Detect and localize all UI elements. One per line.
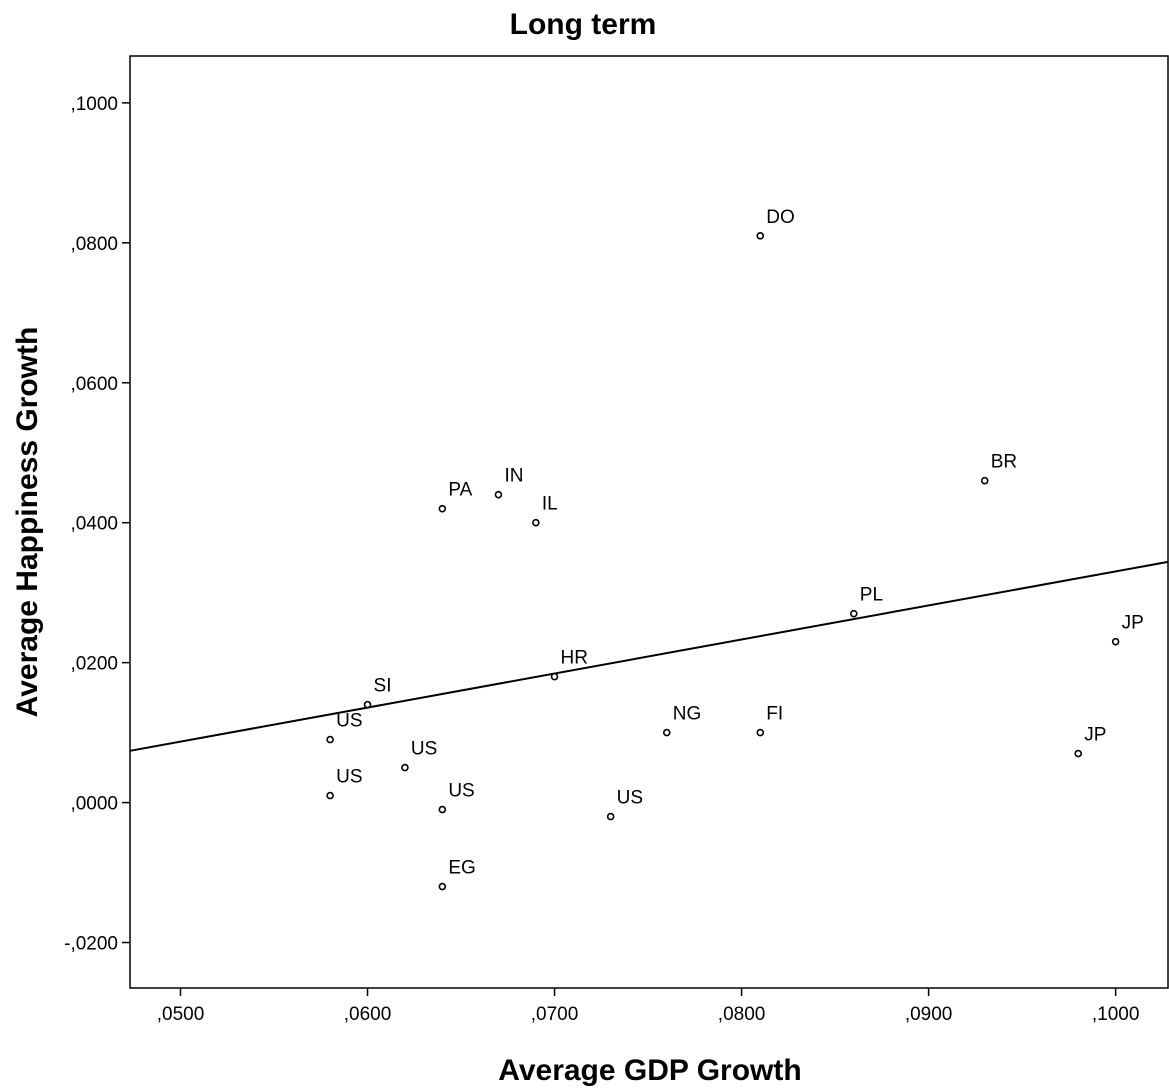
data-point [326,735,334,744]
data-point-label: EG [448,858,475,879]
data-point-label: IL [542,494,558,515]
x-tick-label: ,0800 [718,1004,766,1025]
y-tick-label: ,0000 [70,794,118,815]
data-point-label: SI [374,676,392,697]
data-point [756,728,765,737]
data-point-label: PL [860,585,883,606]
x-axis-label: Average GDP Growth [498,1054,801,1087]
data-point [980,476,989,485]
y-axis-label: Average Happiness Growth [11,327,44,718]
data-point [756,232,765,240]
data-point [550,672,559,681]
data-point [401,763,409,772]
x-tick-label: ,0500 [157,1004,205,1025]
data-point [494,490,503,499]
y-tick-label: ,0200 [70,654,118,675]
data-point [363,700,372,709]
data-point [438,805,447,814]
data-point [532,518,540,527]
data-point [662,728,671,737]
x-tick-label: ,0700 [531,1004,579,1025]
data-point-label: US [336,711,362,732]
data-point [606,812,615,821]
plot-frame [129,55,1169,989]
y-tick-label: ,0600 [70,374,118,395]
y-tick-label: ,0800 [70,234,118,255]
data-point-label: US [617,788,643,809]
data-point [326,791,334,800]
data-point-label: US [411,739,437,760]
data-point-label: JP [1084,725,1106,746]
x-tick-label: ,1000 [1092,1004,1140,1025]
data-point-label: US [336,767,362,788]
data-point [438,882,447,891]
y-tick-label: -,0200 [64,934,118,955]
data-point-label: NG [673,704,702,725]
regression-line [129,560,1169,752]
data-point-label: DO [766,207,795,228]
y-tick-label: ,1000 [70,94,118,115]
chart-title: Long term [510,8,657,41]
data-point [1111,637,1120,646]
data-point-label: BR [991,452,1017,473]
data-point [438,504,447,513]
data-point-label: JP [1122,613,1144,634]
y-axis-ticks: -,0200 ,0000 ,0200 ,0400 ,0600 ,0800 ,1000 [64,94,130,955]
data-point [1074,749,1083,758]
data-point [849,609,858,618]
data-point-label: US [448,781,474,802]
data-point-label: IN [504,466,523,487]
x-axis-ticks: ,0500 ,0600 ,0700 ,0800 ,0900 ,1000 [157,988,1140,1025]
data-point-label: PA [448,480,472,501]
data-point-label: HR [561,648,588,669]
data-points: DO BR PA IN IL PL JP HR SI US NG FI JP US US US US EG [326,207,1144,891]
y-tick-label: ,0400 [70,514,118,535]
x-tick-label: ,0600 [344,1004,392,1025]
x-tick-label: ,0900 [905,1004,953,1025]
data-point-label: FI [766,704,783,725]
